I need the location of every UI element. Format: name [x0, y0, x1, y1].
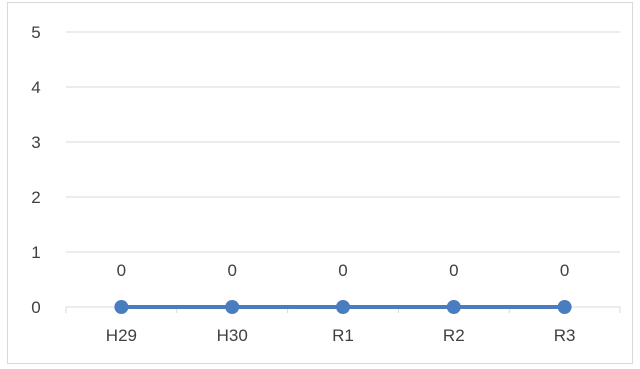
data-label-H29: 0 [117, 261, 126, 280]
x-tick-label-R3: R3 [554, 326, 576, 345]
data-label-R3: 0 [560, 261, 569, 280]
y-tick-label-1: 1 [31, 243, 40, 262]
data-point-H29 [114, 300, 129, 314]
data-label-R1: 0 [338, 261, 347, 280]
gridlines [66, 31, 620, 253]
data-point-R2 [446, 300, 461, 314]
x-tick-label-R1: R1 [332, 326, 354, 345]
series-group [114, 300, 572, 314]
x-tick-label-R2: R2 [443, 326, 465, 345]
x-axis-tick-labels: H29 H30 R1 R2 R3 [106, 326, 576, 345]
x-tick-label-H30: H30 [217, 326, 248, 345]
y-tick-label-2: 2 [31, 188, 40, 207]
data-point-R3 [557, 300, 572, 314]
data-label-R2: 0 [449, 261, 458, 280]
x-tick-label-H29: H29 [106, 326, 137, 345]
y-tick-label-5: 5 [31, 23, 40, 42]
y-tick-label-4: 4 [31, 78, 40, 97]
data-point-H30 [225, 300, 240, 314]
y-axis-tick-labels: 0 1 2 3 4 5 [31, 23, 40, 317]
data-labels: 0 0 0 0 0 [117, 261, 570, 280]
chart-frame [7, 2, 633, 364]
y-tick-label-0: 0 [31, 298, 40, 317]
data-point-R1 [336, 300, 350, 314]
y-tick-label-3: 3 [31, 133, 40, 152]
data-label-H30: 0 [227, 261, 236, 280]
